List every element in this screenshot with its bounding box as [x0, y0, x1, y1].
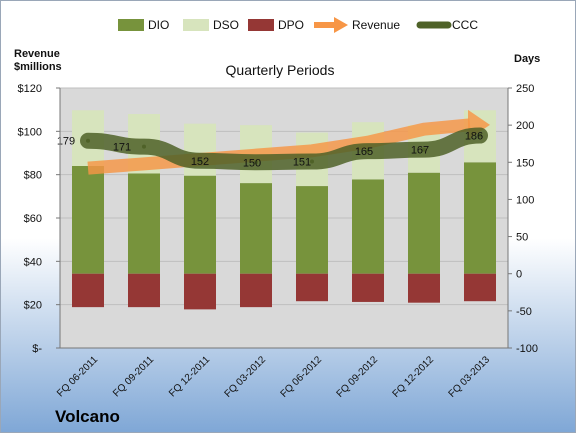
ccc-point [366, 149, 370, 154]
dpo-legend-label: DPO [278, 18, 304, 32]
right-tick-label: 250 [516, 83, 534, 95]
left-tick-label: $100 [18, 126, 42, 138]
left-axis-label-line1: Revenue [14, 48, 60, 60]
dpo-bar [128, 273, 160, 308]
dpo-bar [72, 273, 104, 308]
revenue-legend-label: Revenue [352, 18, 400, 32]
ccc-point [310, 159, 314, 164]
ccc-data-label: 186 [465, 131, 483, 143]
dio-bar [184, 175, 216, 274]
left-axis-label-line2: $millions [14, 61, 62, 73]
ccc-data-label: 152 [191, 156, 209, 168]
ccc-legend-label: CCC [452, 18, 478, 32]
dpo-bar [408, 273, 440, 303]
company-name: Volcano [55, 407, 120, 426]
ccc-point [478, 133, 482, 138]
left-tick-label: $- [32, 343, 42, 355]
left-tick-label: $60 [24, 213, 42, 225]
ccc-line [80, 127, 488, 171]
ccc-data-label: 171 [113, 142, 131, 154]
bars [72, 110, 496, 310]
dpo-bar [296, 273, 328, 302]
dio-bar [408, 172, 440, 274]
right-tick-label: 100 [516, 194, 534, 206]
left-tick-label: $80 [24, 170, 42, 182]
dio-bar [352, 179, 384, 274]
dio-legend-swatch [118, 19, 144, 31]
right-axis: -100 -50 0 50 100 150 200 250 [507, 83, 538, 355]
chart-title: Quarterly Periods [226, 62, 335, 78]
dso-legend-swatch [183, 19, 209, 31]
revenue-legend-arrowhead [334, 17, 348, 33]
dpo-bar [352, 273, 384, 302]
ccc-data-label: 167 [411, 145, 429, 157]
ccc-point [254, 160, 258, 165]
legend: DIO DSO DPO Revenue CCC [118, 17, 478, 33]
dio-bar [296, 186, 328, 274]
left-tick-label: $40 [24, 256, 42, 268]
dio-bar [464, 162, 496, 274]
right-tick-label: 50 [516, 232, 528, 244]
dio-bar [240, 183, 272, 274]
dpo-bar [464, 273, 496, 302]
ccc-data-labels: 179 171 152 150 151 165 167 186 [57, 131, 483, 170]
dio-bar [128, 173, 160, 274]
left-tick-label: $20 [24, 300, 42, 312]
right-tick-label: -50 [516, 306, 532, 318]
dio-bar [72, 166, 104, 274]
left-axis: $- $20 $40 $60 $80 $100 $120 [18, 83, 61, 355]
dpo-legend-swatch [248, 19, 274, 31]
revenue-line [87, 118, 471, 175]
right-tick-label: -100 [516, 343, 538, 355]
ccc-data-label: 150 [243, 157, 261, 169]
right-tick-label: 200 [516, 120, 534, 132]
ccc-data-label: 165 [355, 146, 373, 158]
ccc-point [198, 158, 202, 163]
left-tick-label: $120 [18, 83, 42, 95]
right-tick-label: 0 [516, 269, 522, 281]
right-tick-label: 150 [516, 157, 534, 169]
dpo-bar [240, 273, 272, 308]
ccc-data-label: 179 [57, 136, 75, 148]
dpo-bar [184, 273, 216, 310]
dso-legend-label: DSO [213, 18, 239, 32]
ccc-point [422, 147, 426, 152]
dio-legend-label: DIO [148, 18, 169, 32]
ccc-point [142, 144, 146, 149]
right-axis-label: Days [514, 53, 540, 65]
ccc-data-label: 151 [293, 157, 311, 169]
ccc-point [86, 138, 90, 143]
